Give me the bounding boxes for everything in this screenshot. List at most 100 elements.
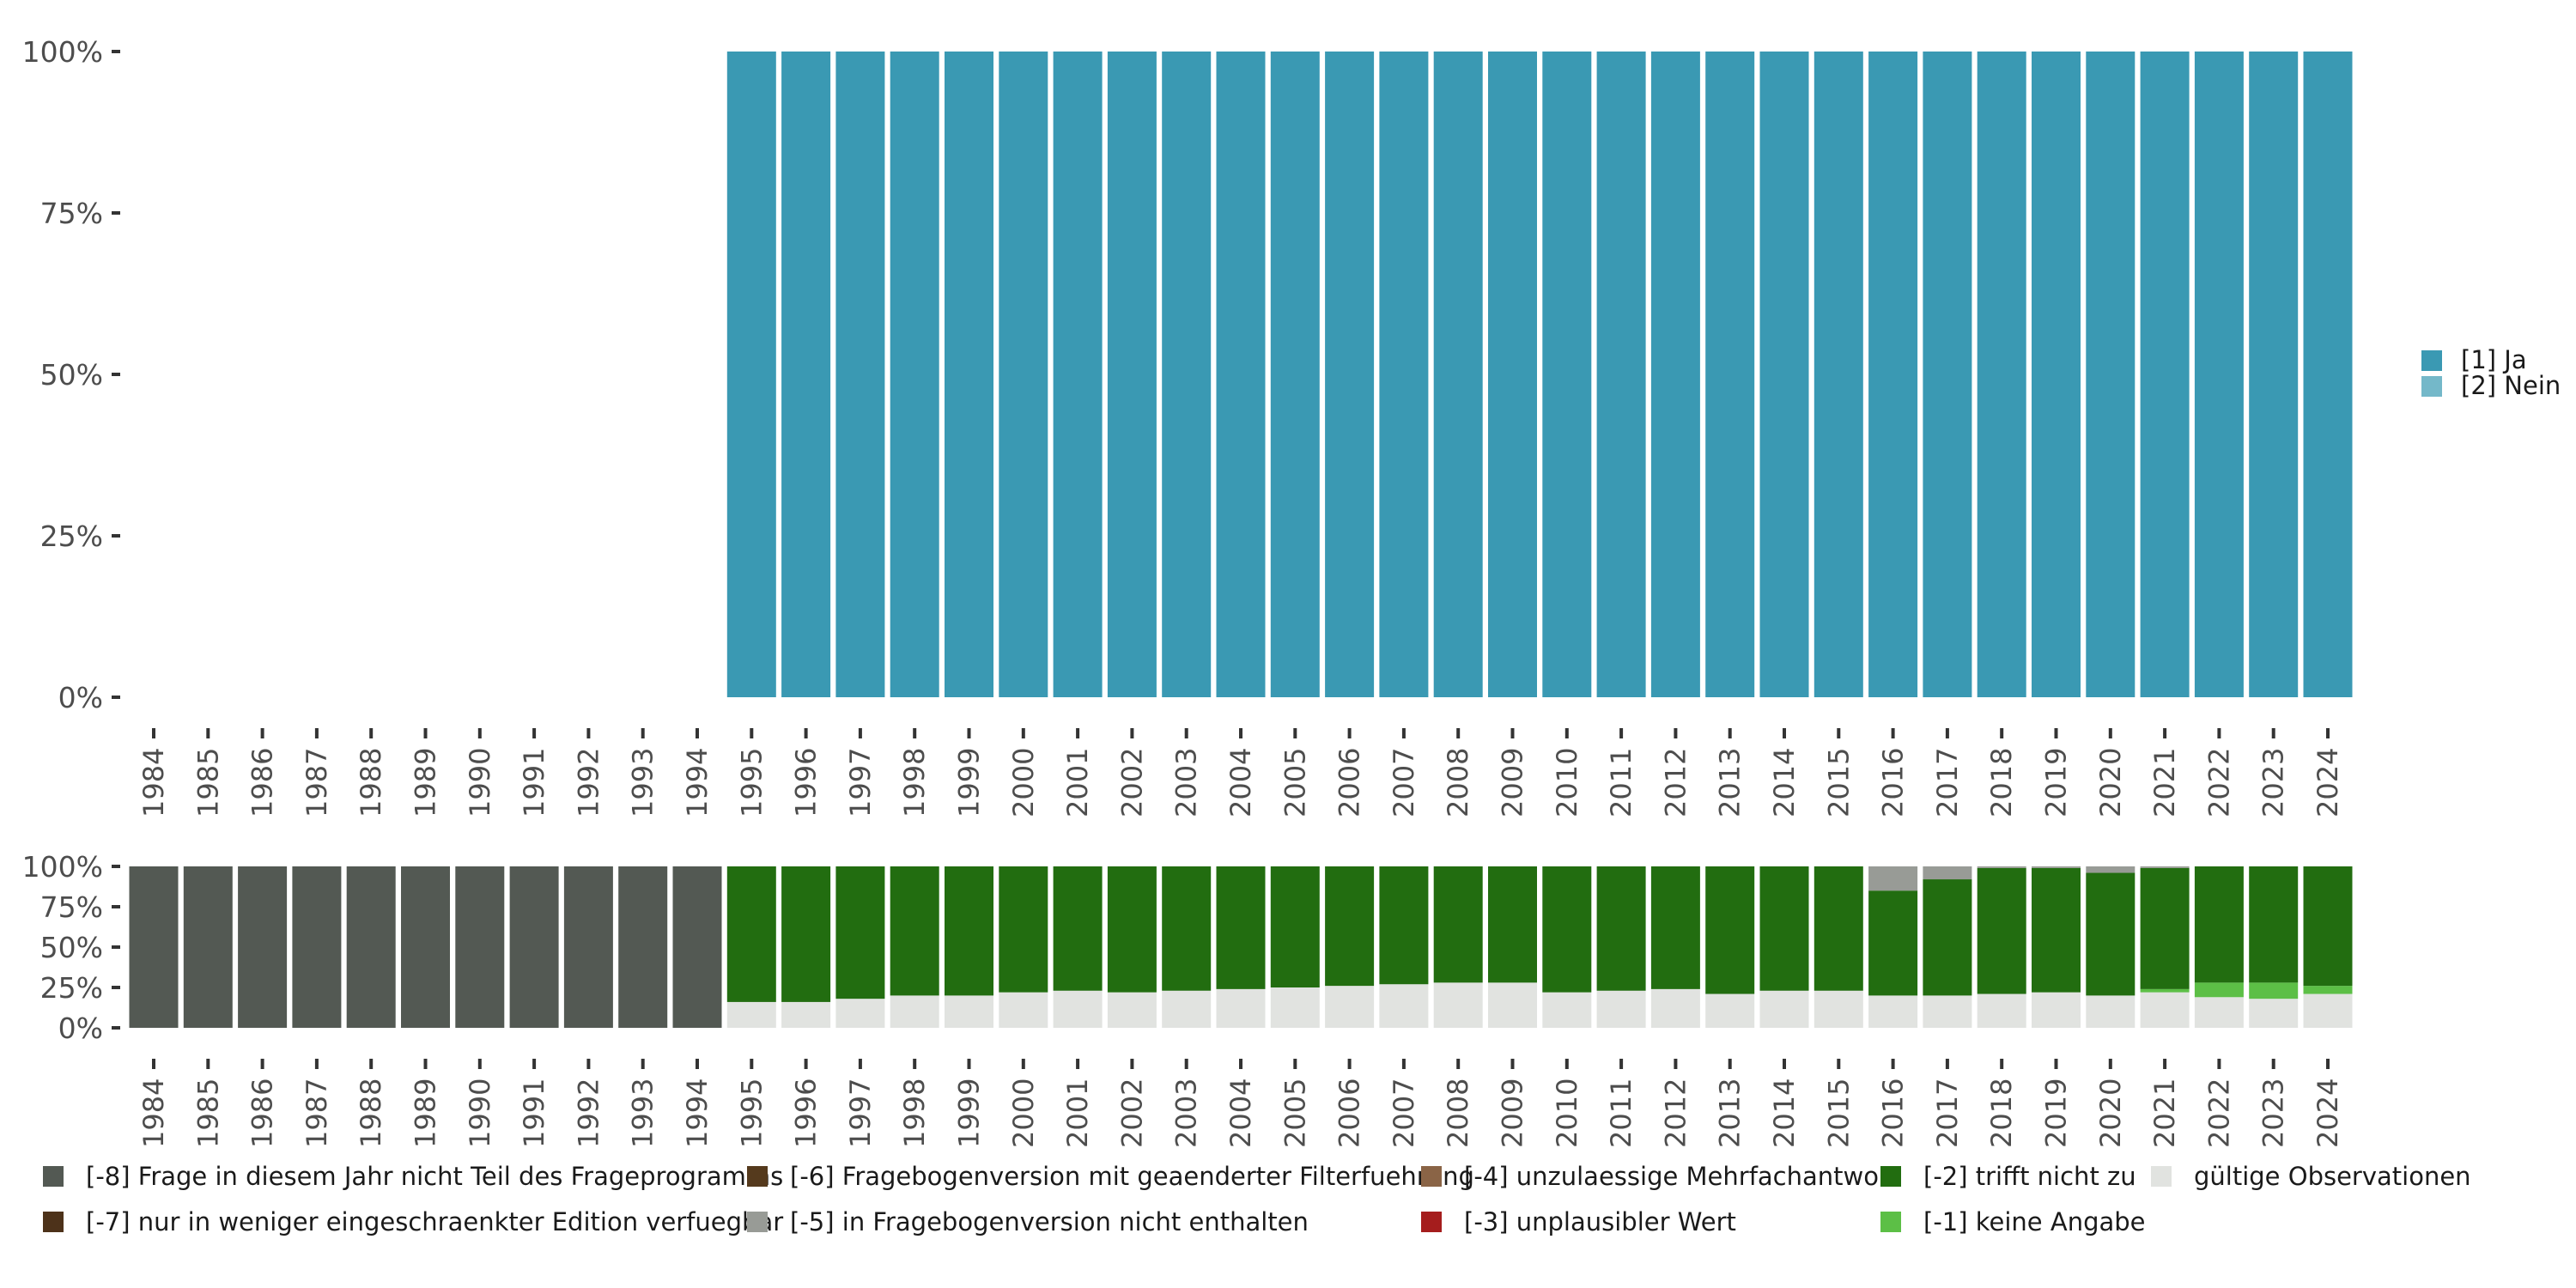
bottom-x-tick-label: 2019	[2040, 1078, 2073, 1148]
top-bar-1-ja-1995	[726, 52, 776, 697]
top-x-tick-label: 1997	[844, 748, 877, 817]
bottom-bar-5-in-fragebogenversion-nicht-enthalten-2019	[2032, 866, 2081, 868]
top-bar-1-ja-2000	[999, 52, 1048, 697]
bottom-bar-g-ltige-observationen-2014	[1759, 990, 1809, 1028]
bottom-x-tick-label: 2014	[1768, 1078, 1801, 1148]
bottom-legend-swatch-4-unzulaessige-mehrfachantwort	[1421, 1166, 1442, 1187]
top-bar-1-ja-2001	[1053, 52, 1103, 697]
bottom-bar-g-ltige-observationen-2020	[2086, 995, 2136, 1028]
top-bar-1-ja-2018	[1977, 52, 2026, 697]
bottom-x-tick-label: 1998	[898, 1078, 931, 1148]
bottom-bar-8-frage-in-diesem-jahr-nicht-teil-des-frageprogramms-1993	[618, 866, 668, 1028]
bottom-bar-2-trifft-nicht-zu-2001	[1053, 866, 1103, 991]
bottom-legend-swatch-8-frage-in-diesem-jahr-nicht-teil-des-frageprogramms	[43, 1166, 64, 1187]
bottom-bar-8-frage-in-diesem-jahr-nicht-teil-des-frageprogramms-1984	[129, 866, 179, 1028]
bottom-bar-8-frage-in-diesem-jahr-nicht-teil-des-frageprogramms-1985	[183, 866, 233, 1028]
bottom-legend-label-1-keine-angabe: [-1] keine Angabe	[1923, 1207, 2146, 1236]
bottom-bar-2-trifft-nicht-zu-2010	[1542, 866, 1592, 993]
top-x-tick-label: 2002	[1115, 748, 1148, 817]
bottom-x-tick-label: 2003	[1170, 1078, 1203, 1148]
bottom-bar-2-trifft-nicht-zu-2024	[2303, 866, 2353, 987]
bottom-bar-g-ltige-observationen-2000	[999, 992, 1048, 1028]
top-x-tick-label: 2001	[1061, 748, 1094, 817]
top-x-tick-label: 2024	[2312, 748, 2344, 817]
bottom-bar-2-trifft-nicht-zu-2018	[1977, 867, 2026, 994]
bottom-x-tick-label: 2005	[1279, 1078, 1311, 1148]
bottom-x-tick-label: 1995	[735, 1078, 768, 1148]
top-bar-1-ja-1996	[781, 52, 831, 697]
top-bar-1-ja-2004	[1216, 52, 1266, 697]
top-x-tick-label: 2010	[1551, 748, 1583, 817]
bottom-x-tick-label: 2018	[1985, 1078, 2018, 1148]
top-x-tick-label: 1990	[464, 748, 496, 817]
top-x-tick-label: 2004	[1224, 748, 1257, 817]
bottom-x-tick-label: 2002	[1115, 1078, 1148, 1148]
bottom-x-tick-label: 1994	[681, 1078, 714, 1148]
bottom-bar-2-trifft-nicht-zu-2016	[1868, 890, 1918, 996]
top-x-tick-label: 1988	[355, 748, 387, 817]
bottom-x-tick-label: 2001	[1061, 1078, 1094, 1148]
top-legend-label-1-ja: [1] Ja	[2461, 345, 2527, 374]
bottom-bar-g-ltige-observationen-2017	[1923, 995, 1972, 1028]
top-y-tick-label: 25%	[40, 519, 103, 553]
top-x-tick-label: 1987	[301, 748, 333, 817]
bottom-bar-g-ltige-observationen-2006	[1325, 986, 1375, 1028]
bottom-bar-g-ltige-observationen-1995	[726, 1001, 776, 1028]
bottom-bar-2-trifft-nicht-zu-1995	[726, 866, 776, 1002]
bottom-bar-2-trifft-nicht-zu-2013	[1705, 866, 1755, 994]
top-x-tick-label: 1992	[572, 748, 605, 817]
top-y-tick-label: 100%	[22, 35, 103, 69]
bottom-bar-2-trifft-nicht-zu-2007	[1379, 866, 1429, 985]
bottom-bar-2-trifft-nicht-zu-2023	[2249, 866, 2299, 983]
top-bar-1-ja-2010	[1542, 52, 1592, 697]
bottom-bar-2-trifft-nicht-zu-1998	[890, 866, 939, 996]
bottom-bar-2-trifft-nicht-zu-2004	[1216, 866, 1266, 989]
bottom-x-tick-label: 1996	[790, 1078, 823, 1148]
bottom-bar-2-trifft-nicht-zu-2008	[1433, 866, 1483, 983]
bottom-x-tick-label: 2016	[1877, 1078, 1910, 1148]
bottom-x-tick-label: 2012	[1659, 1078, 1692, 1148]
top-bar-1-ja-2002	[1107, 52, 1157, 697]
top-x-tick-label: 2007	[1388, 748, 1420, 817]
bottom-bar-8-frage-in-diesem-jahr-nicht-teil-des-frageprogramms-1991	[509, 866, 559, 1028]
bottom-x-tick-label: 2000	[1007, 1078, 1040, 1148]
bottom-bar-g-ltige-observationen-2022	[2194, 997, 2244, 1028]
bottom-bar-g-ltige-observationen-1998	[890, 995, 939, 1028]
bottom-bar-8-frage-in-diesem-jahr-nicht-teil-des-frageprogramms-1987	[292, 866, 342, 1028]
bottom-bar-g-ltige-observationen-2021	[2140, 992, 2190, 1028]
bottom-bar-2-trifft-nicht-zu-2000	[999, 866, 1048, 993]
bottom-bar-g-ltige-observationen-2010	[1542, 992, 1592, 1028]
bottom-y-tick-label: 100%	[22, 850, 103, 884]
bottom-legend-swatch-7-nur-in-weniger-eingeschraenkter-edition-verfuegbar	[43, 1212, 64, 1232]
top-x-tick-label: 1986	[246, 748, 279, 817]
top-bar-1-ja-2019	[2032, 52, 2081, 697]
top-x-tick-label: 1984	[137, 748, 170, 817]
top-y-tick-label: 75%	[40, 197, 103, 230]
top-x-tick-label: 2006	[1334, 748, 1366, 817]
bottom-bar-1-keine-angabe-2024	[2303, 986, 2353, 994]
bottom-bar-8-frage-in-diesem-jahr-nicht-teil-des-frageprogramms-1989	[401, 866, 450, 1028]
top-bar-1-ja-1998	[890, 52, 939, 697]
bottom-bar-g-ltige-observationen-2002	[1107, 992, 1157, 1028]
bottom-legend: [-8] Frage in diesem Jahr nicht Teil des…	[43, 1162, 2471, 1236]
bottom-legend-label-6-fragebogenversion-mit-geaenderter-filterfuehrung: [-6] Fragebogenversion mit geaenderter F…	[790, 1162, 1474, 1191]
bottom-x-tick-label: 2010	[1551, 1078, 1583, 1148]
bottom-x-tick-label: 2021	[2148, 1078, 2181, 1148]
bottom-legend-label-7-nur-in-weniger-eingeschraenkter-edition-verfuegbar: [-7] nur in weniger eingeschraenkter Edi…	[86, 1207, 783, 1236]
top-bar-1-ja-2016	[1868, 52, 1918, 697]
bottom-legend-swatch-3-unplausibler-wert	[1421, 1212, 1442, 1232]
bottom-bar-g-ltige-observationen-2007	[1379, 984, 1429, 1028]
top-x-tick-label: 2018	[1985, 748, 2018, 817]
top-bar-1-ja-2003	[1162, 52, 1212, 697]
top-x-tick-label: 1991	[518, 748, 550, 817]
bottom-bar-2-trifft-nicht-zu-2020	[2086, 872, 2136, 996]
top-x-tick-label: 2011	[1605, 748, 1637, 817]
bottom-bar-5-in-fragebogenversion-nicht-enthalten-2016	[1868, 866, 1918, 891]
bottom-bar-2-trifft-nicht-zu-2009	[1488, 866, 1537, 983]
top-bar-1-ja-2015	[1814, 52, 1863, 697]
bottom-bar-5-in-fragebogenversion-nicht-enthalten-2018	[1977, 866, 2026, 868]
bottom-y-tick-label: 50%	[40, 931, 103, 964]
bottom-bar-2-trifft-nicht-zu-2017	[1923, 879, 1972, 996]
bottom-bar-1-keine-angabe-2022	[2194, 982, 2244, 998]
bottom-x-tick-label: 1993	[627, 1078, 659, 1148]
